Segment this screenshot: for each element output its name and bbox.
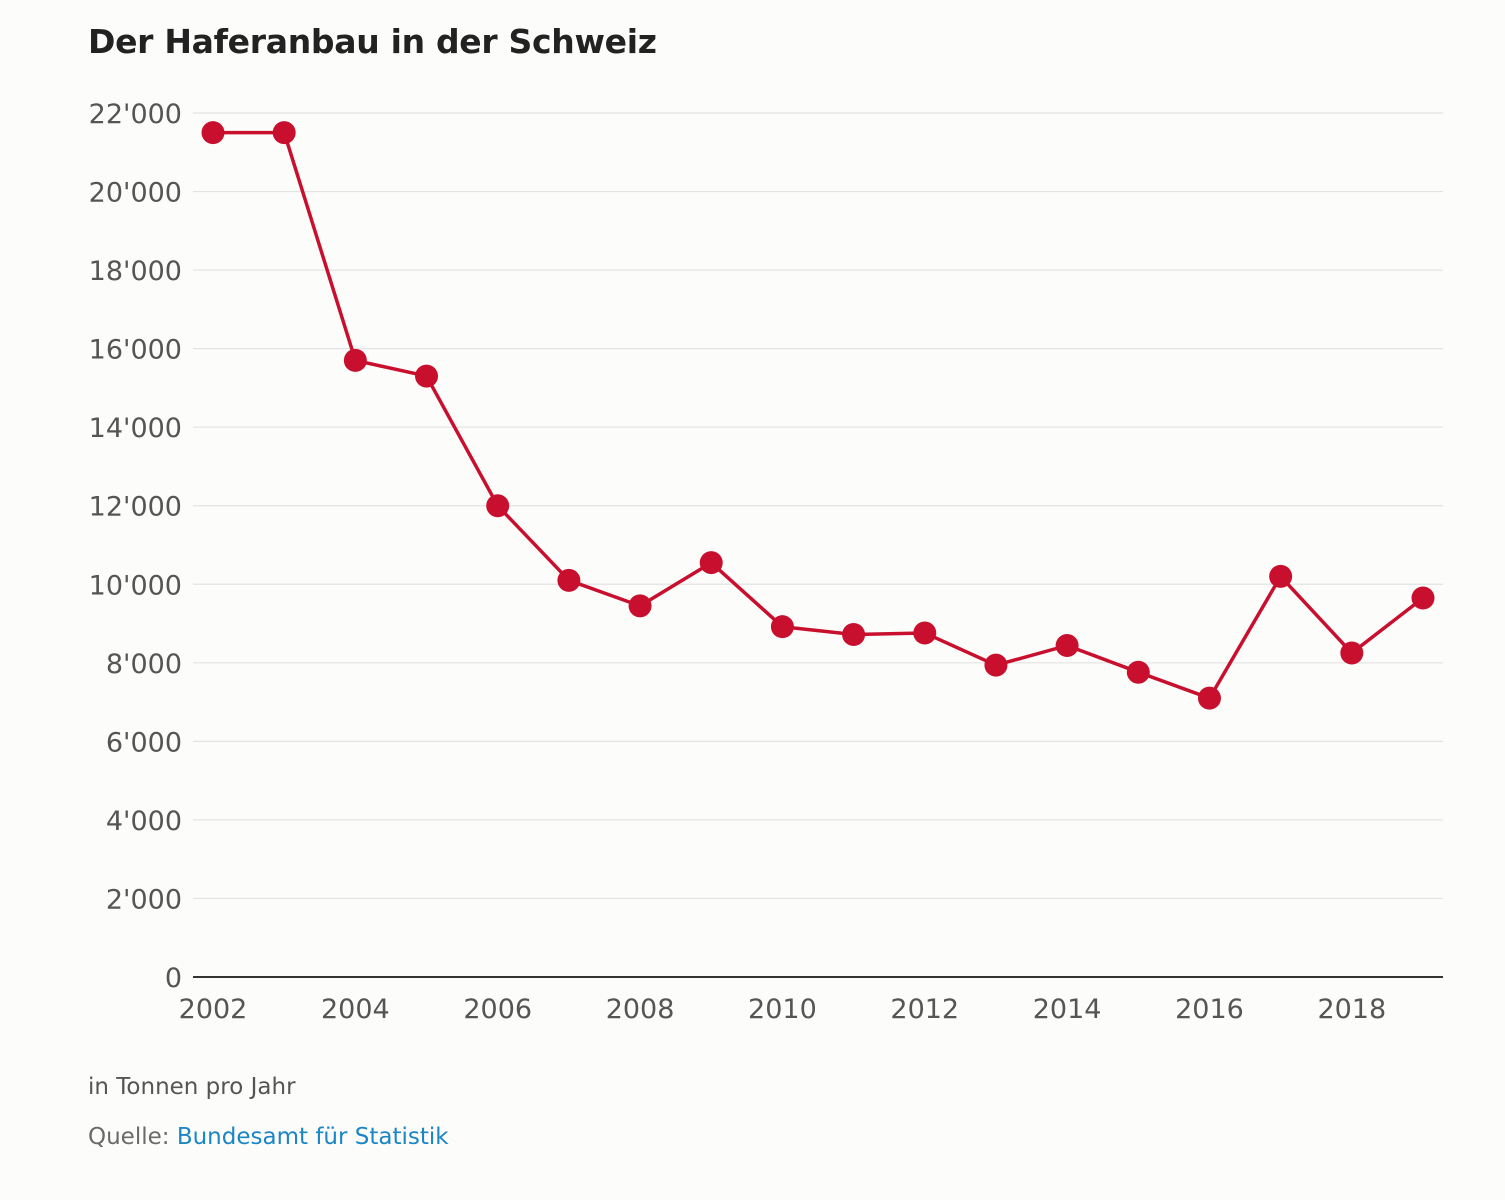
data-point	[486, 494, 510, 518]
series-line	[211, 130, 1425, 700]
data-point	[984, 653, 1008, 677]
y-tick-label: 18'000	[89, 256, 182, 287]
source-link[interactable]: Bundesamt für Statistik	[176, 1124, 449, 1150]
unit-note: in Tonnen pro Jahr	[88, 1074, 296, 1100]
y-tick-label: 14'000	[89, 413, 182, 444]
y-tick-label: 6'000	[106, 727, 182, 758]
x-tick-label: 2008	[606, 994, 675, 1025]
source-label: Quelle:	[88, 1124, 170, 1150]
x-tick-label: 2014	[1033, 994, 1102, 1025]
data-point	[557, 568, 581, 592]
x-tick-label: 2006	[463, 994, 532, 1025]
line-chart: 0 2'000 4'000 6'000 8'000 10'000 12'000 14'000 1…	[89, 99, 1443, 1025]
y-tick-label: 22'000	[89, 99, 182, 130]
data-point	[913, 621, 937, 645]
y-tick-label: 4'000	[106, 806, 182, 837]
data-point	[1340, 641, 1364, 665]
x-tick-label: 2010	[748, 994, 817, 1025]
y-axis-tick-labels: 0 2'000 4'000 6'000 8'000 10'000 12'000 14'000 1…	[89, 99, 182, 994]
data-point	[1411, 586, 1435, 610]
chart-title: Der Haferanbau in der Schweiz	[88, 22, 657, 61]
data-point	[1126, 660, 1150, 684]
x-tick-label: 2004	[321, 994, 390, 1025]
data-point	[1269, 564, 1293, 588]
y-tick-label: 12'000	[89, 492, 182, 523]
data-point	[842, 623, 866, 647]
y-tick-label: 20'000	[89, 178, 182, 209]
y-tick-label: 2'000	[106, 884, 182, 915]
data-point	[343, 348, 367, 372]
x-tick-label: 2016	[1175, 994, 1244, 1025]
data-series	[201, 121, 1435, 710]
data-point	[770, 615, 794, 639]
x-tick-label: 2018	[1317, 994, 1386, 1025]
data-point	[1197, 686, 1221, 710]
y-tick-label: 0	[165, 963, 182, 994]
data-point	[415, 364, 439, 388]
x-axis-tick-labels: 2002 2004 2006 2008 2010 2012 2014 2016 2018	[179, 994, 1387, 1025]
data-point	[699, 551, 723, 575]
x-tick-label: 2012	[890, 994, 959, 1025]
y-tick-label: 16'000	[89, 335, 182, 366]
data-point	[201, 121, 225, 145]
data-point	[272, 121, 296, 145]
data-point	[628, 594, 652, 618]
source-line: Quelle: Bundesamt für Statistik	[88, 1124, 449, 1150]
y-tick-label: 8'000	[106, 649, 182, 680]
gridlines	[193, 112, 1443, 900]
y-tick-label: 10'000	[89, 570, 182, 601]
x-tick-label: 2002	[179, 994, 248, 1025]
data-point	[1055, 634, 1079, 658]
